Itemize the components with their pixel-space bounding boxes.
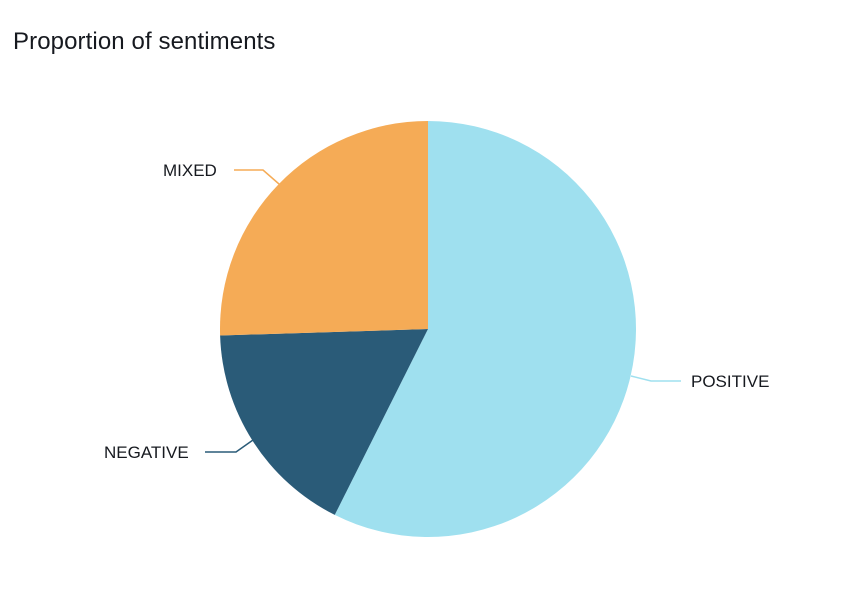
- mixed-leader-line: [234, 169, 280, 185]
- mixed-label: MIXED: [163, 161, 217, 180]
- pie-slice-positive[interactable]: [334, 121, 637, 538]
- pie-slice-negative[interactable]: [220, 329, 428, 515]
- pie-slice-mixed[interactable]: [219, 121, 428, 336]
- pie-slices: [219, 121, 637, 538]
- positive-leader-line: [630, 375, 681, 382]
- negative-leader-line: [205, 439, 254, 453]
- negative-label: NEGATIVE: [104, 443, 189, 462]
- chart-title: Proportion of sentiments: [13, 28, 276, 55]
- positive-label: POSITIVE: [691, 372, 769, 391]
